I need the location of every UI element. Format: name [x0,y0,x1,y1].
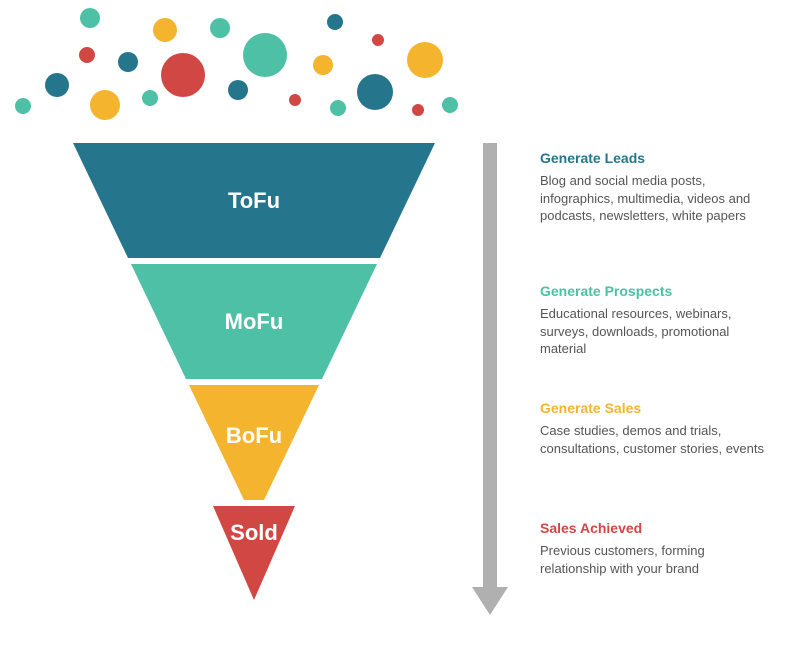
funnel-label-sold: Sold [230,520,278,545]
dot-3 [80,8,100,28]
funnel-label-mofu: MoFu [225,309,284,334]
dot-13 [313,55,333,75]
dot-7 [153,18,177,42]
funnel-infographic: ToFu MoFu BoFu Sold Generate Leads Blog and … [0,0,801,666]
dot-20 [442,97,458,113]
desc-block-tofu: Generate Leads Blog and social media post… [540,150,770,225]
scatter-dots [15,8,458,120]
desc-block-sold: Sales Achieved Previous customers, formin… [540,520,770,577]
dot-4 [90,90,120,120]
dot-10 [228,80,248,100]
desc-title-sold: Sales Achieved [540,520,770,536]
desc-text-sold: Previous customers, forming relationship… [540,542,770,577]
dot-1 [45,73,69,97]
desc-title-mofu: Generate Prospects [540,283,770,299]
dot-18 [407,42,443,78]
dot-5 [118,52,138,72]
dot-15 [330,100,346,116]
desc-block-bofu: Generate Sales Case studies, demos and tr… [540,400,770,457]
dot-14 [327,14,343,30]
dot-8 [161,53,205,97]
dot-19 [412,104,424,116]
funnel-label-bofu: BoFu [226,423,282,448]
dot-9 [210,18,230,38]
dot-2 [79,47,95,63]
dot-0 [15,98,31,114]
dot-12 [289,94,301,106]
desc-block-mofu: Generate Prospects Educational resources,… [540,283,770,358]
dot-16 [357,74,393,110]
dot-11 [243,33,287,77]
desc-text-tofu: Blog and social media posts, infographic… [540,172,770,225]
down-arrow-icon [472,143,508,615]
desc-text-bofu: Case studies, demos and trials, consulta… [540,422,770,457]
dot-6 [142,90,158,106]
progress-arrow [472,143,508,615]
desc-text-mofu: Educational resources, webinars, surveys… [540,305,770,358]
dot-17 [372,34,384,46]
desc-title-bofu: Generate Sales [540,400,770,416]
funnel: ToFu MoFu BoFu Sold [73,143,435,600]
desc-title-tofu: Generate Leads [540,150,770,166]
funnel-label-tofu: ToFu [228,188,280,213]
